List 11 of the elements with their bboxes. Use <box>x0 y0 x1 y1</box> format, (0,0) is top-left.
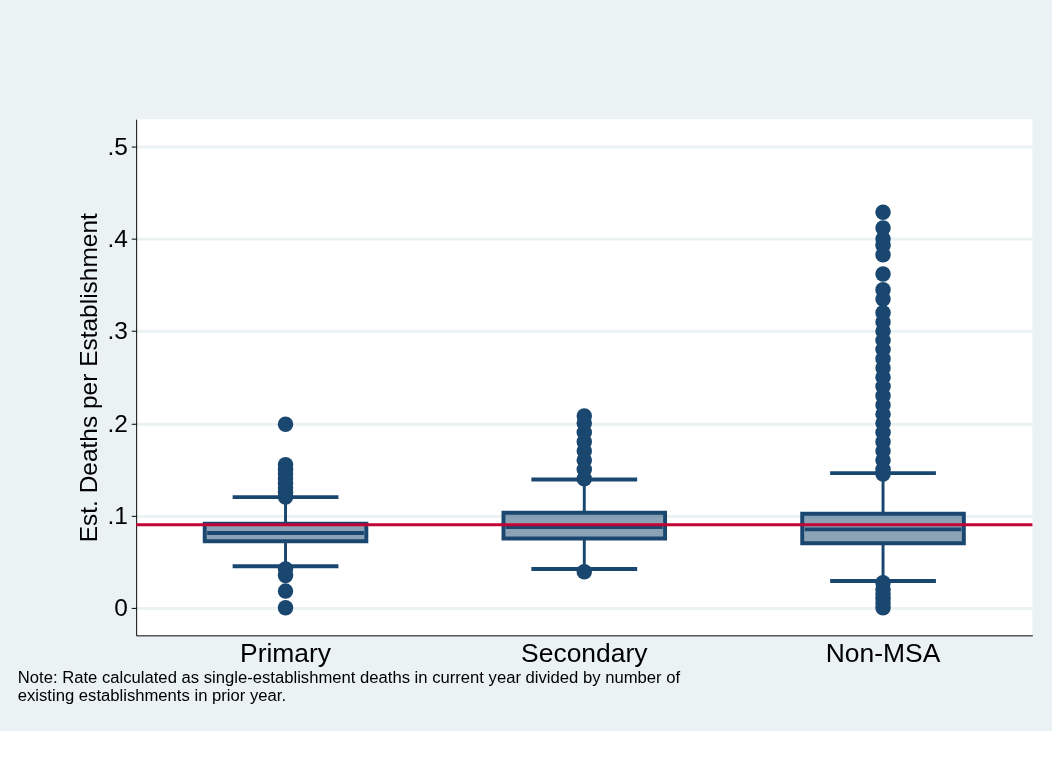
y-tick-label: .4 <box>107 225 128 253</box>
x-tick-label: Secondary <box>521 638 649 669</box>
y-tick-label: .1 <box>107 501 128 529</box>
text: Note: Rate calculated as single-establishment deaths in current year divided by number of existing establishments in prior year. <box>17 668 681 705</box>
x-tick-label: Primary <box>240 638 332 669</box>
y-tick-label: .3 <box>107 317 128 345</box>
x-tick-label: Non-MSA <box>825 638 941 669</box>
y-tick-label: .5 <box>107 133 128 161</box>
y-tick-label: 0 <box>114 594 128 622</box>
y-tick-label: .2 <box>107 409 128 437</box>
y-axis-title: Est. Deaths per Establishment <box>74 212 102 543</box>
